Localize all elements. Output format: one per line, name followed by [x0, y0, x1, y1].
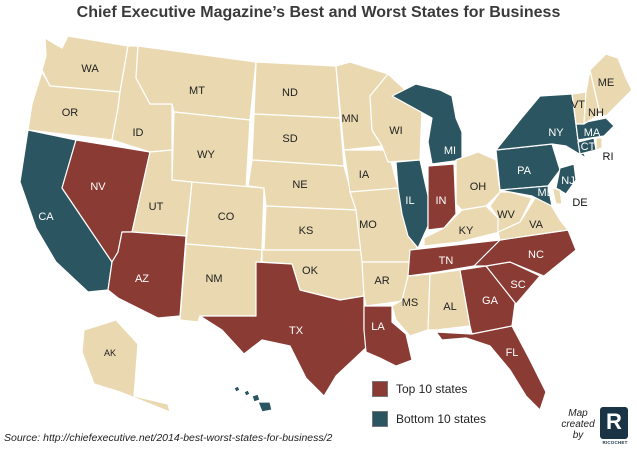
label-OH: OH — [470, 181, 487, 193]
state-FL[interactable] — [435, 325, 547, 411]
state-MD[interactable] — [499, 185, 553, 207]
state-RI[interactable] — [595, 137, 603, 151]
state-LA[interactable] — [363, 305, 413, 367]
label-ME: ME — [598, 77, 615, 89]
legend-label-bottom: Bottom 10 states — [396, 412, 487, 426]
label-WY: WY — [197, 149, 215, 161]
ricochet-logo-text: RICOCHET — [602, 440, 628, 445]
label-VA: VA — [529, 219, 544, 231]
label-NY: NY — [548, 127, 564, 139]
label-MS: MS — [402, 297, 419, 309]
label-IA: IA — [359, 169, 370, 181]
label-AK: AK — [104, 348, 116, 358]
label-WI: WI — [389, 125, 402, 137]
state-TX[interactable] — [199, 261, 369, 397]
state-DE[interactable] — [551, 187, 563, 205]
legend-swatch-top — [372, 381, 388, 397]
credit-line-3: by — [572, 430, 584, 441]
label-NJ: NJ — [561, 175, 574, 187]
label-LA: LA — [371, 321, 385, 333]
label-ID: ID — [133, 127, 144, 139]
label-NE: NE — [292, 179, 307, 191]
map-credit: Map created by — [560, 408, 596, 441]
legend-item-top: Top 10 states — [372, 378, 486, 400]
legend-item-bottom: Bottom 10 states — [372, 408, 486, 430]
label-CT: CT — [581, 141, 596, 153]
label-VT: VT — [571, 99, 585, 111]
label-FL: FL — [506, 347, 519, 359]
state-OH[interactable] — [455, 151, 501, 211]
label-MA: MA — [584, 127, 601, 139]
label-CA: CA — [38, 211, 54, 223]
label-RI: RI — [603, 151, 614, 163]
label-WA: WA — [81, 63, 99, 75]
legend: Top 10 states Bottom 10 states — [372, 378, 486, 438]
source-note: Source: http://chiefexecutive.net/2014-b… — [4, 432, 333, 444]
label-KY: KY — [459, 225, 474, 237]
label-NC: NC — [528, 249, 544, 261]
state-AK[interactable] — [81, 319, 171, 413]
state-WV[interactable] — [489, 191, 533, 233]
label-MN: MN — [341, 113, 358, 125]
state-HI[interactable] — [233, 385, 273, 413]
label-AR: AR — [374, 275, 389, 287]
label-TX: TX — [289, 325, 304, 337]
state-ME[interactable] — [589, 53, 633, 117]
label-SC: SC — [510, 279, 525, 291]
label-WV: WV — [497, 209, 515, 221]
label-HI: HI — [238, 400, 247, 410]
ricochet-logo-icon: R — [600, 407, 628, 439]
state-AR[interactable] — [361, 261, 413, 307]
label-UT: UT — [149, 201, 164, 213]
label-TN: TN — [439, 255, 454, 267]
label-ND: ND — [282, 87, 298, 99]
credit-line-1: Map — [568, 408, 588, 419]
map-title: Chief Executive Magazine’s Best and Wors… — [76, 4, 561, 21]
label-MI: MI — [444, 145, 456, 157]
label-CO: CO — [218, 211, 235, 223]
label-NM: NM — [205, 273, 222, 285]
label-NV: NV — [90, 181, 106, 193]
label-PA: PA — [517, 165, 532, 177]
label-KS: KS — [299, 225, 314, 237]
label-DE: DE — [572, 197, 587, 209]
state-MT[interactable] — [135, 45, 257, 121]
legend-label-top: Top 10 states — [396, 382, 468, 396]
state-IN[interactable] — [427, 163, 457, 231]
label-SD: SD — [282, 133, 297, 145]
label-MD: MD — [537, 187, 554, 199]
credit-line-2: created — [561, 419, 595, 430]
legend-swatch-bottom — [372, 411, 388, 427]
label-OR: OR — [62, 107, 79, 119]
state-IL[interactable] — [395, 159, 429, 249]
label-AZ: AZ — [135, 273, 149, 285]
state-SD[interactable] — [251, 113, 345, 167]
label-AL: AL — [443, 301, 456, 313]
state-NJ[interactable] — [555, 163, 577, 195]
state-AL[interactable] — [427, 269, 471, 331]
label-OK: OK — [302, 265, 319, 277]
label-IL: IL — [405, 195, 414, 207]
label-MO: MO — [359, 219, 377, 231]
label-MT: MT — [189, 85, 205, 97]
label-GA: GA — [482, 295, 499, 307]
label-IN: IN — [436, 195, 447, 207]
label-NH: NH — [588, 107, 604, 119]
state-MI[interactable] — [391, 83, 463, 165]
